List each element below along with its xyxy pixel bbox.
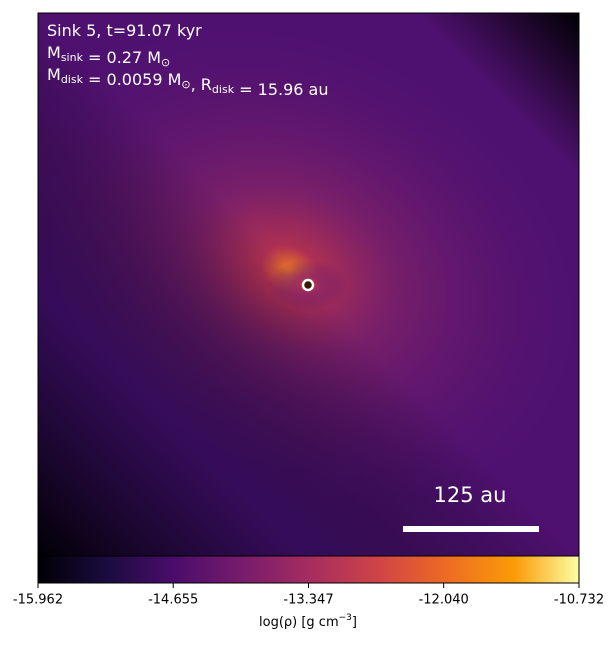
colorbar-label-text: log(ρ) [g cm [259, 615, 339, 630]
annotation: Msink = 0.27 M⊙ [47, 43, 170, 70]
annotation-sub: sink [61, 51, 84, 64]
annotation-sub: ⊙ [161, 56, 170, 69]
annotation-sub: disk [212, 83, 235, 96]
colorbar-label-end: ] [352, 615, 357, 630]
tick-label: -12.040 [419, 593, 469, 608]
annotation: Mdisk = 0.0059 M⊙, Rdisk = 15.96 au [47, 65, 328, 99]
tick-label: -10.732 [554, 593, 604, 608]
annotation-text: Sink 5, t=91.07 kyr [47, 21, 202, 40]
scale-bar [403, 526, 539, 532]
tick-label: -15.962 [13, 593, 63, 608]
annotation-text: = 15.96 au [234, 80, 328, 99]
tick-label: -14.655 [148, 593, 198, 608]
annotation-sub: disk [61, 73, 84, 86]
scale-bar-label: 125 au [434, 483, 507, 507]
annotation-text: , R [191, 75, 212, 94]
annotation: Sink 5, t=91.07 kyr [47, 21, 202, 40]
annotation-text: = 0.27 M [83, 48, 161, 67]
annotation-text: = 0.0059 M [83, 70, 181, 89]
colorbar [37, 555, 580, 584]
annotation-sub: ⊙ [181, 78, 190, 91]
annotation-text: M [47, 65, 61, 84]
colorbar-label: log(ρ) [g cm−3] [259, 613, 357, 630]
colorbar-label-sup: −3 [339, 613, 352, 623]
annotation-text: M [47, 43, 61, 62]
tick-label: -13.347 [283, 593, 333, 608]
sink [301, 278, 315, 292]
